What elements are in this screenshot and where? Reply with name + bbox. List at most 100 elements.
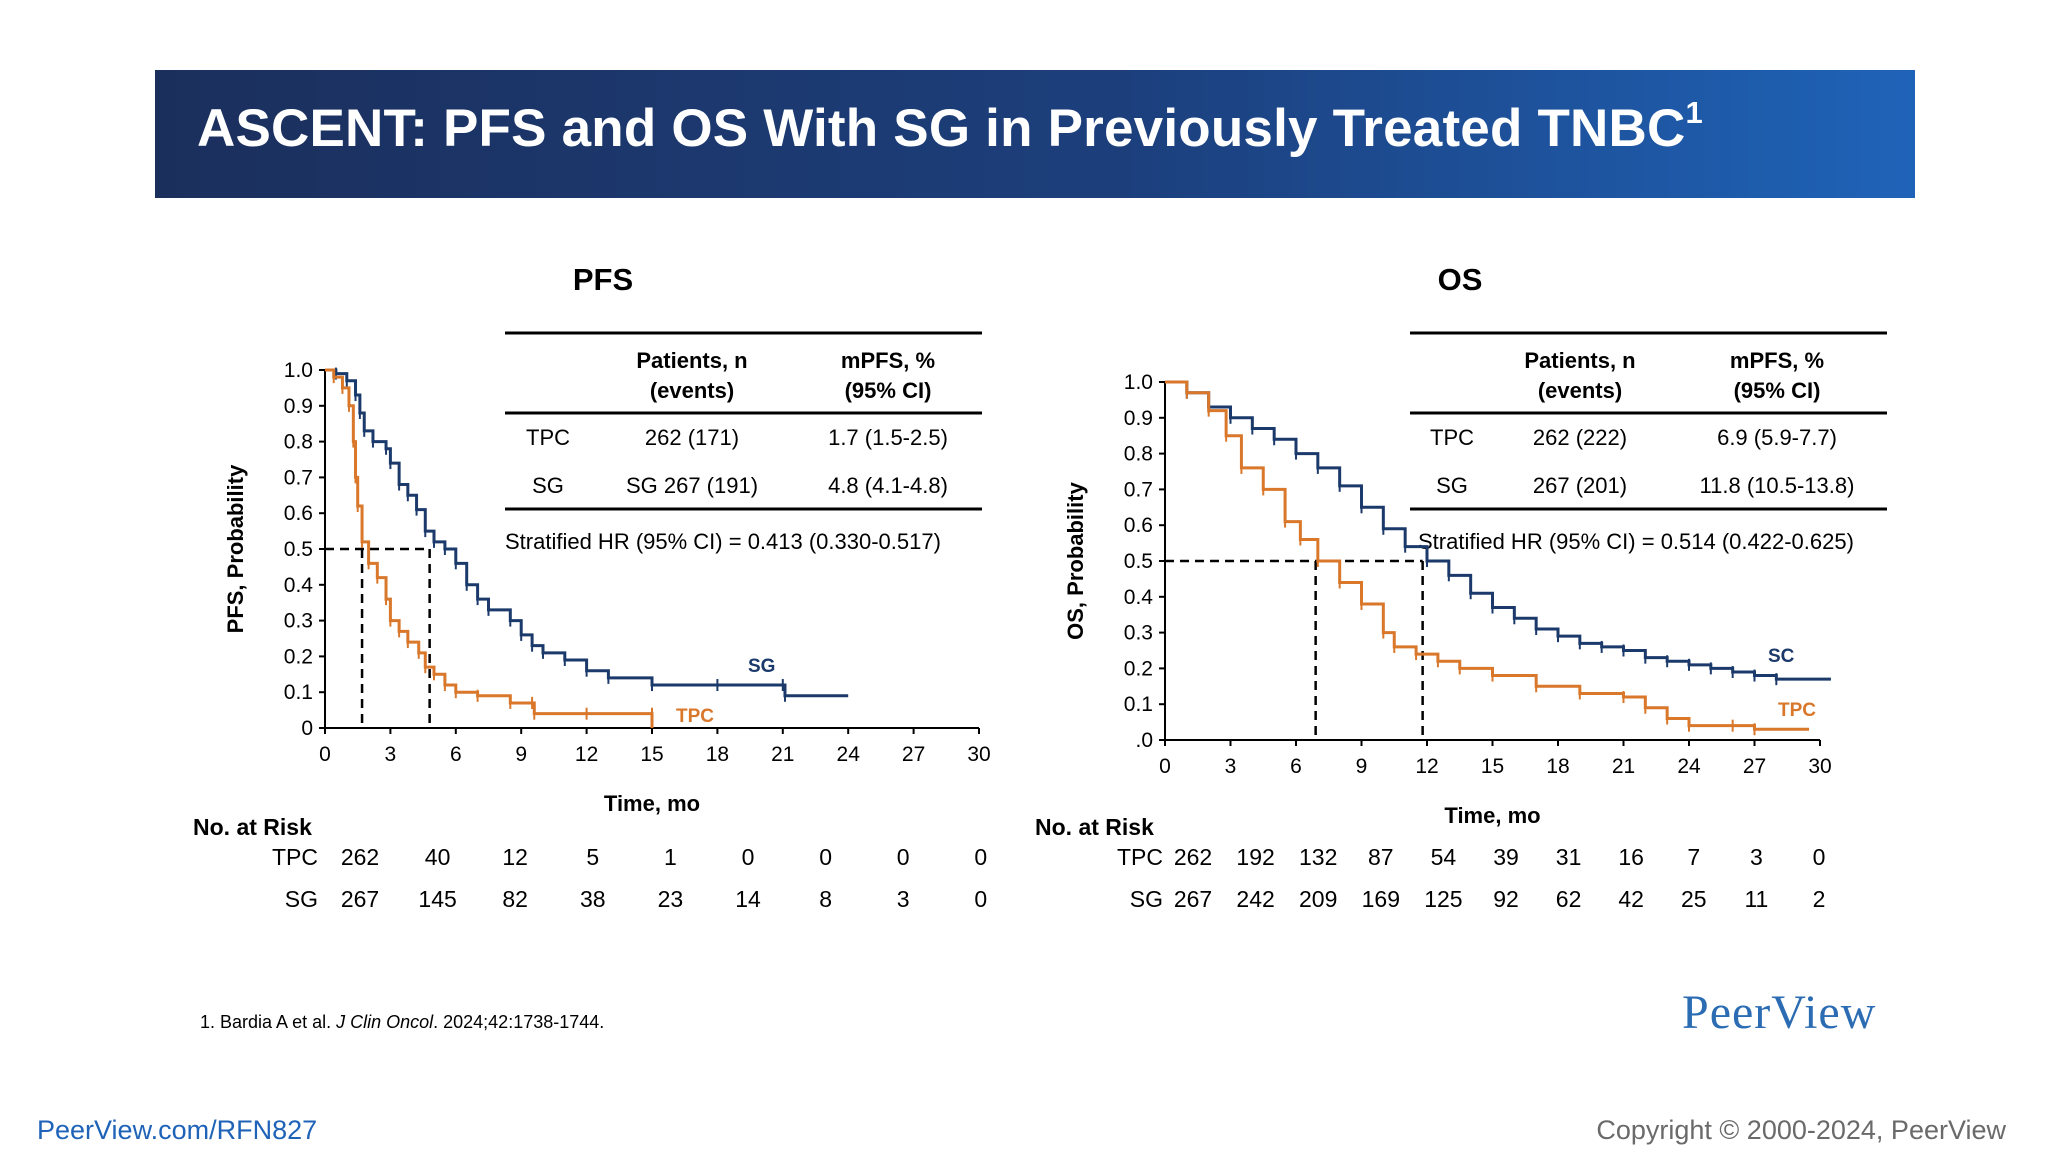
- risk-value: 209: [1299, 886, 1337, 912]
- risk-value: 8: [819, 886, 832, 912]
- series-label: TPC: [1778, 700, 1816, 721]
- y-tick-label: 0.2: [1124, 657, 1153, 680]
- series-label: TPC: [676, 706, 714, 727]
- risk-table-title: No. at Risk: [1035, 814, 1154, 840]
- risk-value: 7: [1687, 844, 1700, 870]
- chart-title: OS: [1438, 262, 1483, 297]
- risk-row-label: SG: [1130, 886, 1163, 912]
- x-tick-label: 15: [640, 743, 663, 766]
- risk-value: 192: [1236, 844, 1274, 870]
- risk-value: 82: [502, 886, 528, 912]
- risk-value: 42: [1618, 886, 1644, 912]
- y-tick-label: 0.7: [284, 466, 313, 489]
- table-arm-label: SG: [1436, 473, 1468, 498]
- x-tick-label: 12: [575, 743, 598, 766]
- risk-value: 2: [1813, 886, 1826, 912]
- table-patients-value: 267 (201): [1533, 473, 1627, 498]
- y-tick-label: .0: [1135, 729, 1153, 752]
- risk-value: 12: [502, 844, 528, 870]
- x-tick-label: 27: [1743, 755, 1766, 778]
- risk-value: 40: [425, 844, 451, 870]
- table-header-events: (events): [1538, 378, 1622, 403]
- risk-value: 25: [1681, 886, 1707, 912]
- copyright: Copyright © 2000-2024, PeerView: [1596, 1115, 2006, 1145]
- risk-value: 23: [658, 886, 684, 912]
- y-tick-label: 0.1: [284, 681, 313, 704]
- risk-row-label: SG: [285, 886, 318, 912]
- y-tick-label: 1.0: [284, 359, 313, 382]
- table-header-median: mPFS, %: [841, 348, 935, 373]
- x-axis-title: Time, mo: [604, 791, 700, 816]
- x-tick-label: 24: [1677, 755, 1701, 778]
- km-curve-tpc: [325, 368, 654, 728]
- x-tick-label: 21: [771, 743, 794, 766]
- risk-value: 3: [1750, 844, 1763, 870]
- table-median-value: 1.7 (1.5-2.5): [828, 425, 948, 450]
- y-tick-label: 0.1: [1124, 693, 1153, 716]
- risk-value: 132: [1299, 844, 1337, 870]
- x-axis-title: Time, mo: [1444, 803, 1540, 828]
- x-tick-label: 0: [1159, 755, 1171, 778]
- title-banner: ASCENT: PFS and OS With SG in Previously…: [155, 70, 1915, 198]
- risk-value: 1: [664, 844, 677, 870]
- chart-title: PFS: [573, 262, 633, 297]
- risk-value: 39: [1493, 844, 1519, 870]
- risk-table-title: No. at Risk: [193, 814, 312, 840]
- table-header-events: (events): [650, 378, 734, 403]
- y-tick-label: 0.9: [284, 395, 313, 418]
- table-median-value: 4.8 (4.1-4.8): [828, 473, 948, 498]
- risk-value: 0: [974, 844, 987, 870]
- table-header-patients: Patients, n: [636, 348, 747, 373]
- table-patients-value: 262 (222): [1533, 425, 1627, 450]
- x-tick-label: 15: [1481, 755, 1504, 778]
- y-tick-label: 0.5: [1124, 550, 1153, 573]
- table-header-ci: (95% CI): [1734, 378, 1821, 403]
- peerview-logo: PeerView: [1682, 986, 1877, 1039]
- x-tick-label: 9: [1356, 755, 1368, 778]
- risk-value: 242: [1236, 886, 1274, 912]
- footnote: 1. Bardia A et al. J Clin Oncol. 2024;42…: [200, 1012, 605, 1032]
- series-label: SG: [748, 656, 775, 677]
- risk-value: 0: [819, 844, 832, 870]
- x-tick-label: 27: [902, 743, 925, 766]
- risk-value: 5: [586, 844, 599, 870]
- y-tick-label: 0.3: [284, 610, 313, 633]
- x-tick-label: 30: [967, 743, 990, 766]
- program-url[interactable]: PeerView.com/RFN827: [37, 1115, 318, 1145]
- risk-value: 0: [742, 844, 755, 870]
- risk-value: 31: [1556, 844, 1582, 870]
- y-tick-label: 0.5: [284, 538, 313, 561]
- risk-value: 0: [897, 844, 910, 870]
- y-tick-label: 0.8: [1124, 443, 1153, 466]
- x-tick-label: 18: [706, 743, 729, 766]
- y-tick-label: 0.2: [284, 645, 313, 668]
- table-arm-label: SG: [532, 473, 564, 498]
- pfs-chart: PFS Patients, n (events) mPFS, % (95% CI) TPC…: [193, 262, 991, 912]
- table-header-median: mPFS, %: [1730, 348, 1824, 373]
- risk-row-label: TPC: [272, 844, 318, 870]
- y-tick-label: 0.9: [1124, 407, 1153, 430]
- risk-value: 262: [341, 844, 379, 870]
- risk-value: 262: [1174, 844, 1212, 870]
- hazard-ratio: Stratified HR (95% CI) = 0.413 (0.330-0.…: [505, 529, 941, 554]
- risk-value: 92: [1493, 886, 1519, 912]
- y-axis-title: PFS, Probability: [223, 464, 248, 633]
- os-chart: OS Patients, n (events) mPFS, % (95% CI) TPC 2…: [1035, 262, 1887, 912]
- risk-value: 62: [1556, 886, 1582, 912]
- risk-value: 267: [1174, 886, 1212, 912]
- x-tick-label: 3: [1225, 755, 1237, 778]
- risk-value: 0: [974, 886, 987, 912]
- risk-value: 14: [735, 886, 761, 912]
- risk-value: 267: [341, 886, 379, 912]
- x-tick-label: 6: [450, 743, 462, 766]
- x-tick-label: 6: [1290, 755, 1302, 778]
- risk-value: 38: [580, 886, 606, 912]
- table-patients-value: SG 267 (191): [626, 473, 758, 498]
- y-tick-label: 0.6: [284, 502, 313, 525]
- x-tick-label: 0: [319, 743, 331, 766]
- y-tick-label: 0: [301, 717, 313, 740]
- y-tick-label: 1.0: [1124, 371, 1153, 394]
- table-arm-label: TPC: [1430, 425, 1474, 450]
- table-median-value: 6.9 (5.9-7.7): [1717, 425, 1837, 450]
- y-tick-label: 0.4: [1124, 586, 1154, 609]
